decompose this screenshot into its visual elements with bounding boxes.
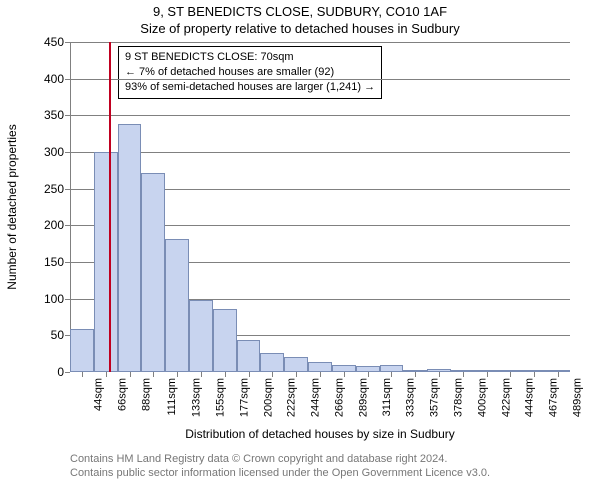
x-tick-mark xyxy=(106,372,107,377)
x-tick-label: 266sqm xyxy=(334,378,346,417)
x-tick-label: 155sqm xyxy=(215,378,227,417)
x-tick-mark xyxy=(296,372,297,377)
x-tick-label: 200sqm xyxy=(262,378,274,417)
x-tick-label: 66sqm xyxy=(116,378,128,411)
x-tick-mark xyxy=(439,372,440,377)
x-tick-label: 444sqm xyxy=(524,378,536,417)
chart-container: 9, ST BENEDICTS CLOSE, SUDBURY, CO10 1AF… xyxy=(0,0,600,500)
x-tick-mark xyxy=(534,372,535,377)
histogram-bar xyxy=(165,239,189,372)
y-tick-label: 300 xyxy=(44,145,70,159)
x-tick-label: 44sqm xyxy=(92,378,104,411)
x-axis-title: Distribution of detached houses by size … xyxy=(70,427,570,441)
histogram-bar xyxy=(213,309,237,372)
x-tick-label: 489sqm xyxy=(572,378,584,417)
page-subtitle: Size of property relative to detached ho… xyxy=(0,21,600,38)
reference-line xyxy=(109,42,111,372)
y-tick-label: 400 xyxy=(44,72,70,86)
gridline xyxy=(70,79,570,80)
y-tick-label: 450 xyxy=(44,35,70,49)
x-tick-mark xyxy=(463,372,464,377)
y-axis-title: Number of detached properties xyxy=(5,124,19,289)
info-line-1: 9 ST BENEDICTS CLOSE: 70sqm xyxy=(125,50,375,65)
gridline xyxy=(70,152,570,153)
histogram-bar xyxy=(260,353,284,372)
page-title: 9, ST BENEDICTS CLOSE, SUDBURY, CO10 1AF xyxy=(0,0,600,21)
x-tick-label: 88sqm xyxy=(140,378,152,411)
histogram-bar xyxy=(141,173,165,372)
x-tick-mark xyxy=(320,372,321,377)
x-tick-mark xyxy=(249,372,250,377)
y-tick-label: 100 xyxy=(44,292,70,306)
x-tick-mark xyxy=(368,372,369,377)
x-tick-mark xyxy=(558,372,559,377)
x-tick-mark xyxy=(510,372,511,377)
x-tick-mark xyxy=(344,372,345,377)
info-line-2: ← 7% of detached houses are smaller (92) xyxy=(125,65,375,80)
x-tick-mark xyxy=(82,372,83,377)
footer: Contains HM Land Registry data © Crown c… xyxy=(70,452,490,481)
x-tick-label: 244sqm xyxy=(310,378,322,417)
info-line-3: 93% of semi-detached houses are larger (… xyxy=(125,80,375,95)
x-tick-mark xyxy=(487,372,488,377)
y-tick-label: 50 xyxy=(51,328,70,342)
footer-line-1: Contains HM Land Registry data © Crown c… xyxy=(70,452,490,466)
x-tick-label: 289sqm xyxy=(357,378,369,417)
gridline xyxy=(70,115,570,116)
y-tick-label: 350 xyxy=(44,108,70,122)
x-tick-label: 357sqm xyxy=(429,378,441,417)
gridline xyxy=(70,42,570,43)
histogram-bar xyxy=(237,340,261,372)
x-tick-label: 422sqm xyxy=(500,378,512,417)
x-tick-label: 133sqm xyxy=(191,378,203,417)
y-tick-label: 150 xyxy=(44,255,70,269)
x-tick-mark xyxy=(201,372,202,377)
footer-line-2: Contains public sector information licen… xyxy=(70,466,490,480)
x-tick-label: 400sqm xyxy=(476,378,488,417)
x-tick-mark xyxy=(130,372,131,377)
x-tick-label: 111sqm xyxy=(166,378,178,416)
x-tick-mark xyxy=(415,372,416,377)
histogram-bar xyxy=(94,152,118,372)
histogram-bar xyxy=(308,362,332,372)
histogram-bar xyxy=(380,365,404,372)
histogram-bar xyxy=(332,365,356,372)
y-axis-line xyxy=(70,42,71,372)
histogram-bar xyxy=(70,329,94,372)
x-tick-label: 177sqm xyxy=(238,378,250,417)
histogram-bar xyxy=(118,124,142,372)
histogram-bar xyxy=(189,300,213,372)
y-tick-label: 200 xyxy=(44,218,70,232)
x-tick-label: 311sqm xyxy=(381,378,393,416)
histogram-bar xyxy=(284,357,308,372)
info-box: 9 ST BENEDICTS CLOSE: 70sqm ← 7% of deta… xyxy=(118,46,382,99)
x-tick-label: 378sqm xyxy=(453,378,465,417)
y-tick-label: 250 xyxy=(44,182,70,196)
x-tick-mark xyxy=(177,372,178,377)
y-tick-label: 0 xyxy=(57,365,70,379)
x-tick-mark xyxy=(225,372,226,377)
x-tick-label: 333sqm xyxy=(405,378,417,417)
x-tick-label: 467sqm xyxy=(548,378,560,417)
plot-area: 9 ST BENEDICTS CLOSE: 70sqm ← 7% of deta… xyxy=(70,42,570,372)
x-tick-mark xyxy=(391,372,392,377)
x-tick-label: 222sqm xyxy=(286,378,298,417)
x-tick-mark xyxy=(272,372,273,377)
x-tick-mark xyxy=(153,372,154,377)
